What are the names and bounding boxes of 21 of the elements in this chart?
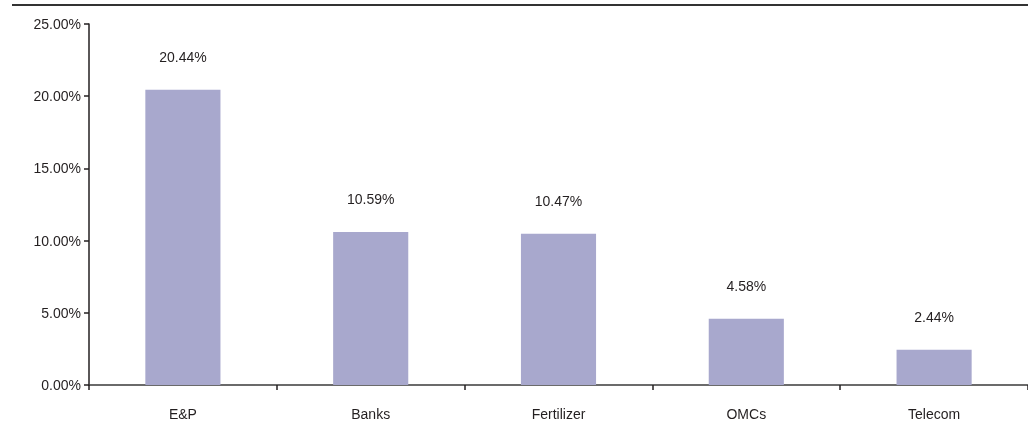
y-tick-label: 25.00%: [33, 16, 81, 32]
x-tick-label: E&P: [168, 406, 197, 422]
y-tick-label: 5.00%: [41, 304, 81, 321]
x-tick-label: Banks: [351, 406, 391, 422]
y-tick-label: 20.00%: [33, 88, 81, 105]
bar: [708, 318, 784, 385]
x-tick-label: OMCs: [726, 406, 767, 422]
y-tick-label: 10.00%: [33, 232, 81, 249]
bar: [333, 232, 409, 385]
data-label: 10.59%: [346, 191, 395, 208]
x-tick-label: Telecom: [908, 406, 961, 422]
bar: [896, 349, 972, 385]
data-label: 10.47%: [534, 192, 583, 209]
bar: [520, 233, 597, 385]
data-label: 2.44%: [914, 308, 954, 325]
x-tick-label: Fertilizer: [531, 406, 586, 422]
bar: [145, 89, 221, 385]
data-label: 4.58%: [726, 277, 767, 294]
data-label: 20.44%: [159, 48, 207, 65]
y-tick-label: 0.00%: [41, 377, 81, 393]
y-tick-label: 15.00%: [33, 160, 81, 177]
